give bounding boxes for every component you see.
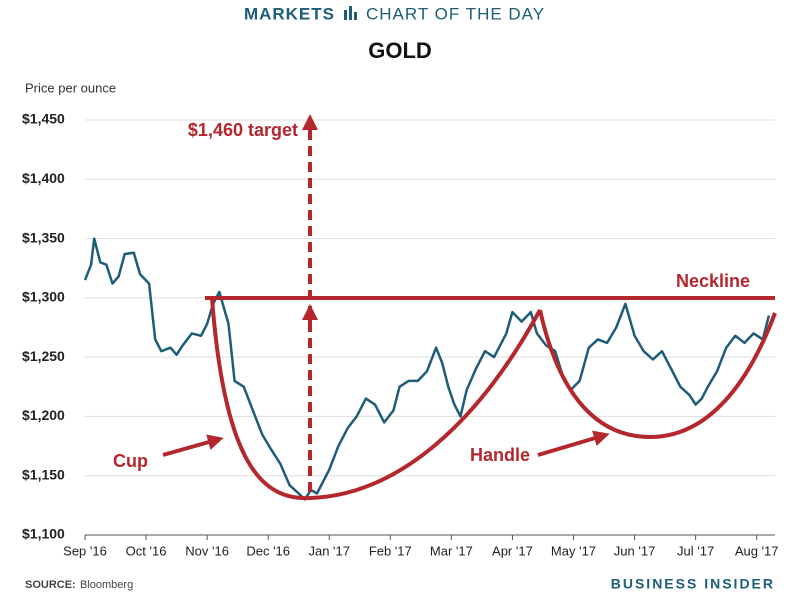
x-tick-label: Nov '16: [185, 543, 229, 558]
x-tick-label: Jan '17: [308, 543, 350, 558]
annotation-target: $1,460 target: [188, 120, 298, 140]
handle-curve: [538, 309, 777, 440]
x-tick-label: Sep '16: [63, 543, 107, 558]
y-tick-label: $1,150: [22, 466, 65, 482]
source-label: SOURCE:: [25, 579, 76, 591]
price-line: [83, 237, 771, 501]
header-left: MARKETS: [244, 4, 335, 23]
y-tick-label: $1,400: [22, 170, 65, 186]
x-tick-label: Aug '17: [735, 543, 779, 558]
cup-arrow: [162, 434, 224, 457]
annotation-shapes: [162, 114, 777, 501]
y-tick-label: $1,350: [22, 229, 65, 245]
handle-arrow: [537, 430, 610, 457]
x-tick-label: Mar '17: [430, 543, 473, 558]
x-tick-label: Dec '16: [246, 543, 290, 558]
brand: BUSINESS INSIDER: [611, 576, 775, 592]
y-axis-label: Price per ounce: [25, 80, 116, 95]
x-tick-label: Oct '16: [126, 543, 167, 558]
x-tick-label: Feb '17: [369, 543, 412, 558]
source: Bloomberg: [80, 579, 133, 591]
annotation-cup: Cup: [113, 451, 148, 471]
annotation-neckline: Neckline: [676, 271, 750, 291]
header-right: CHART OF THE DAY: [366, 4, 545, 23]
y-tick-label: $1,100: [22, 526, 65, 542]
y-tick-label: $1,200: [22, 407, 65, 423]
x-tick-label: Jun '17: [614, 543, 656, 558]
y-tick-label: $1,250: [22, 348, 65, 364]
chart-title: GOLD: [368, 38, 432, 63]
y-tick-label: $1,300: [22, 289, 65, 305]
header-icon: [344, 6, 357, 20]
x-tick-label: Jul '17: [677, 543, 714, 558]
annotation-handle: Handle: [470, 445, 530, 465]
x-tick-label: May '17: [551, 543, 596, 558]
x-tick-label: Apr '17: [492, 543, 533, 558]
y-tick-label: $1,450: [22, 111, 65, 127]
cup-curve: [210, 297, 542, 501]
